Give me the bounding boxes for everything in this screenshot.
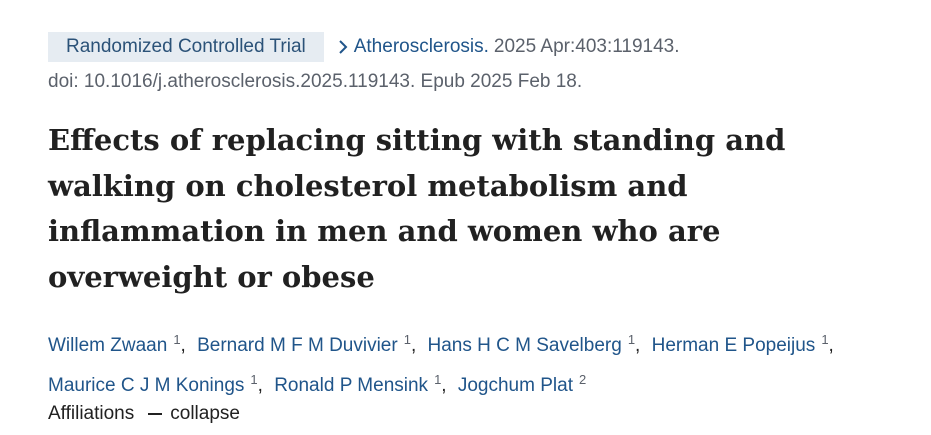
author-name[interactable]: Ronald P Mensink (274, 375, 429, 396)
affiliation-ref[interactable]: 2 (578, 372, 587, 387)
separator: , (410, 335, 417, 356)
author-name[interactable]: Bernard M F M Duvivier (197, 335, 398, 356)
author: Jogchum Plat 2 (457, 372, 587, 396)
collapse-icon (148, 413, 163, 415)
author: Bernard M F M Duvivier 1, (197, 332, 422, 356)
separator: , (257, 375, 263, 396)
author-list: Willem Zwaan 1, Bernard M F M Duvivier 1, … (48, 323, 888, 403)
affiliations-toggle[interactable]: Affiliations collapse (48, 403, 240, 425)
author: Maurice C J M Konings 1, (48, 372, 269, 396)
author-name[interactable]: Jogchum Plat (457, 375, 573, 396)
separator: , (180, 335, 186, 356)
author: Ronald P Mensink 1, (274, 372, 452, 396)
citation-row: Randomized Controlled Trial Atherosclero… (48, 32, 680, 62)
separator: , (635, 335, 641, 356)
separator: , (441, 375, 447, 396)
author: Hans H C M Savelberg 1, (427, 332, 647, 356)
publication-type[interactable]: Randomized Controlled Trial (48, 32, 324, 62)
chevron-icon (339, 40, 348, 54)
separator: , (828, 335, 834, 356)
affiliation-ref[interactable]: 1 (627, 332, 636, 347)
affiliations-label: Affiliations (48, 403, 135, 424)
citation: 2025 Apr:403:119143. (493, 36, 680, 57)
author-name[interactable]: Herman E Popeijus (651, 335, 816, 356)
affiliation-ref[interactable]: 1 (821, 332, 829, 347)
affiliation-ref[interactable]: 1 (403, 332, 411, 347)
affiliation-ref[interactable]: 1 (173, 332, 181, 347)
doi: doi: 10.1016/j.atherosclerosis.2025.1191… (48, 71, 583, 92)
journal-link[interactable]: Atherosclerosis. (353, 36, 489, 57)
author-name[interactable]: Willem Zwaan (48, 335, 168, 356)
author-name[interactable]: Hans H C M Savelberg (427, 335, 622, 356)
affiliation-ref[interactable]: 1 (250, 372, 258, 387)
collapse-label: collapse (170, 403, 240, 424)
author: Willem Zwaan 1, (48, 332, 192, 356)
affiliation-ref[interactable]: 1 (434, 372, 442, 387)
author-name[interactable]: Maurice C J M Konings (48, 375, 245, 396)
article-title: Effects of replacing sitting with standi… (48, 123, 786, 294)
author: Herman E Popeijus 1, (651, 332, 840, 356)
